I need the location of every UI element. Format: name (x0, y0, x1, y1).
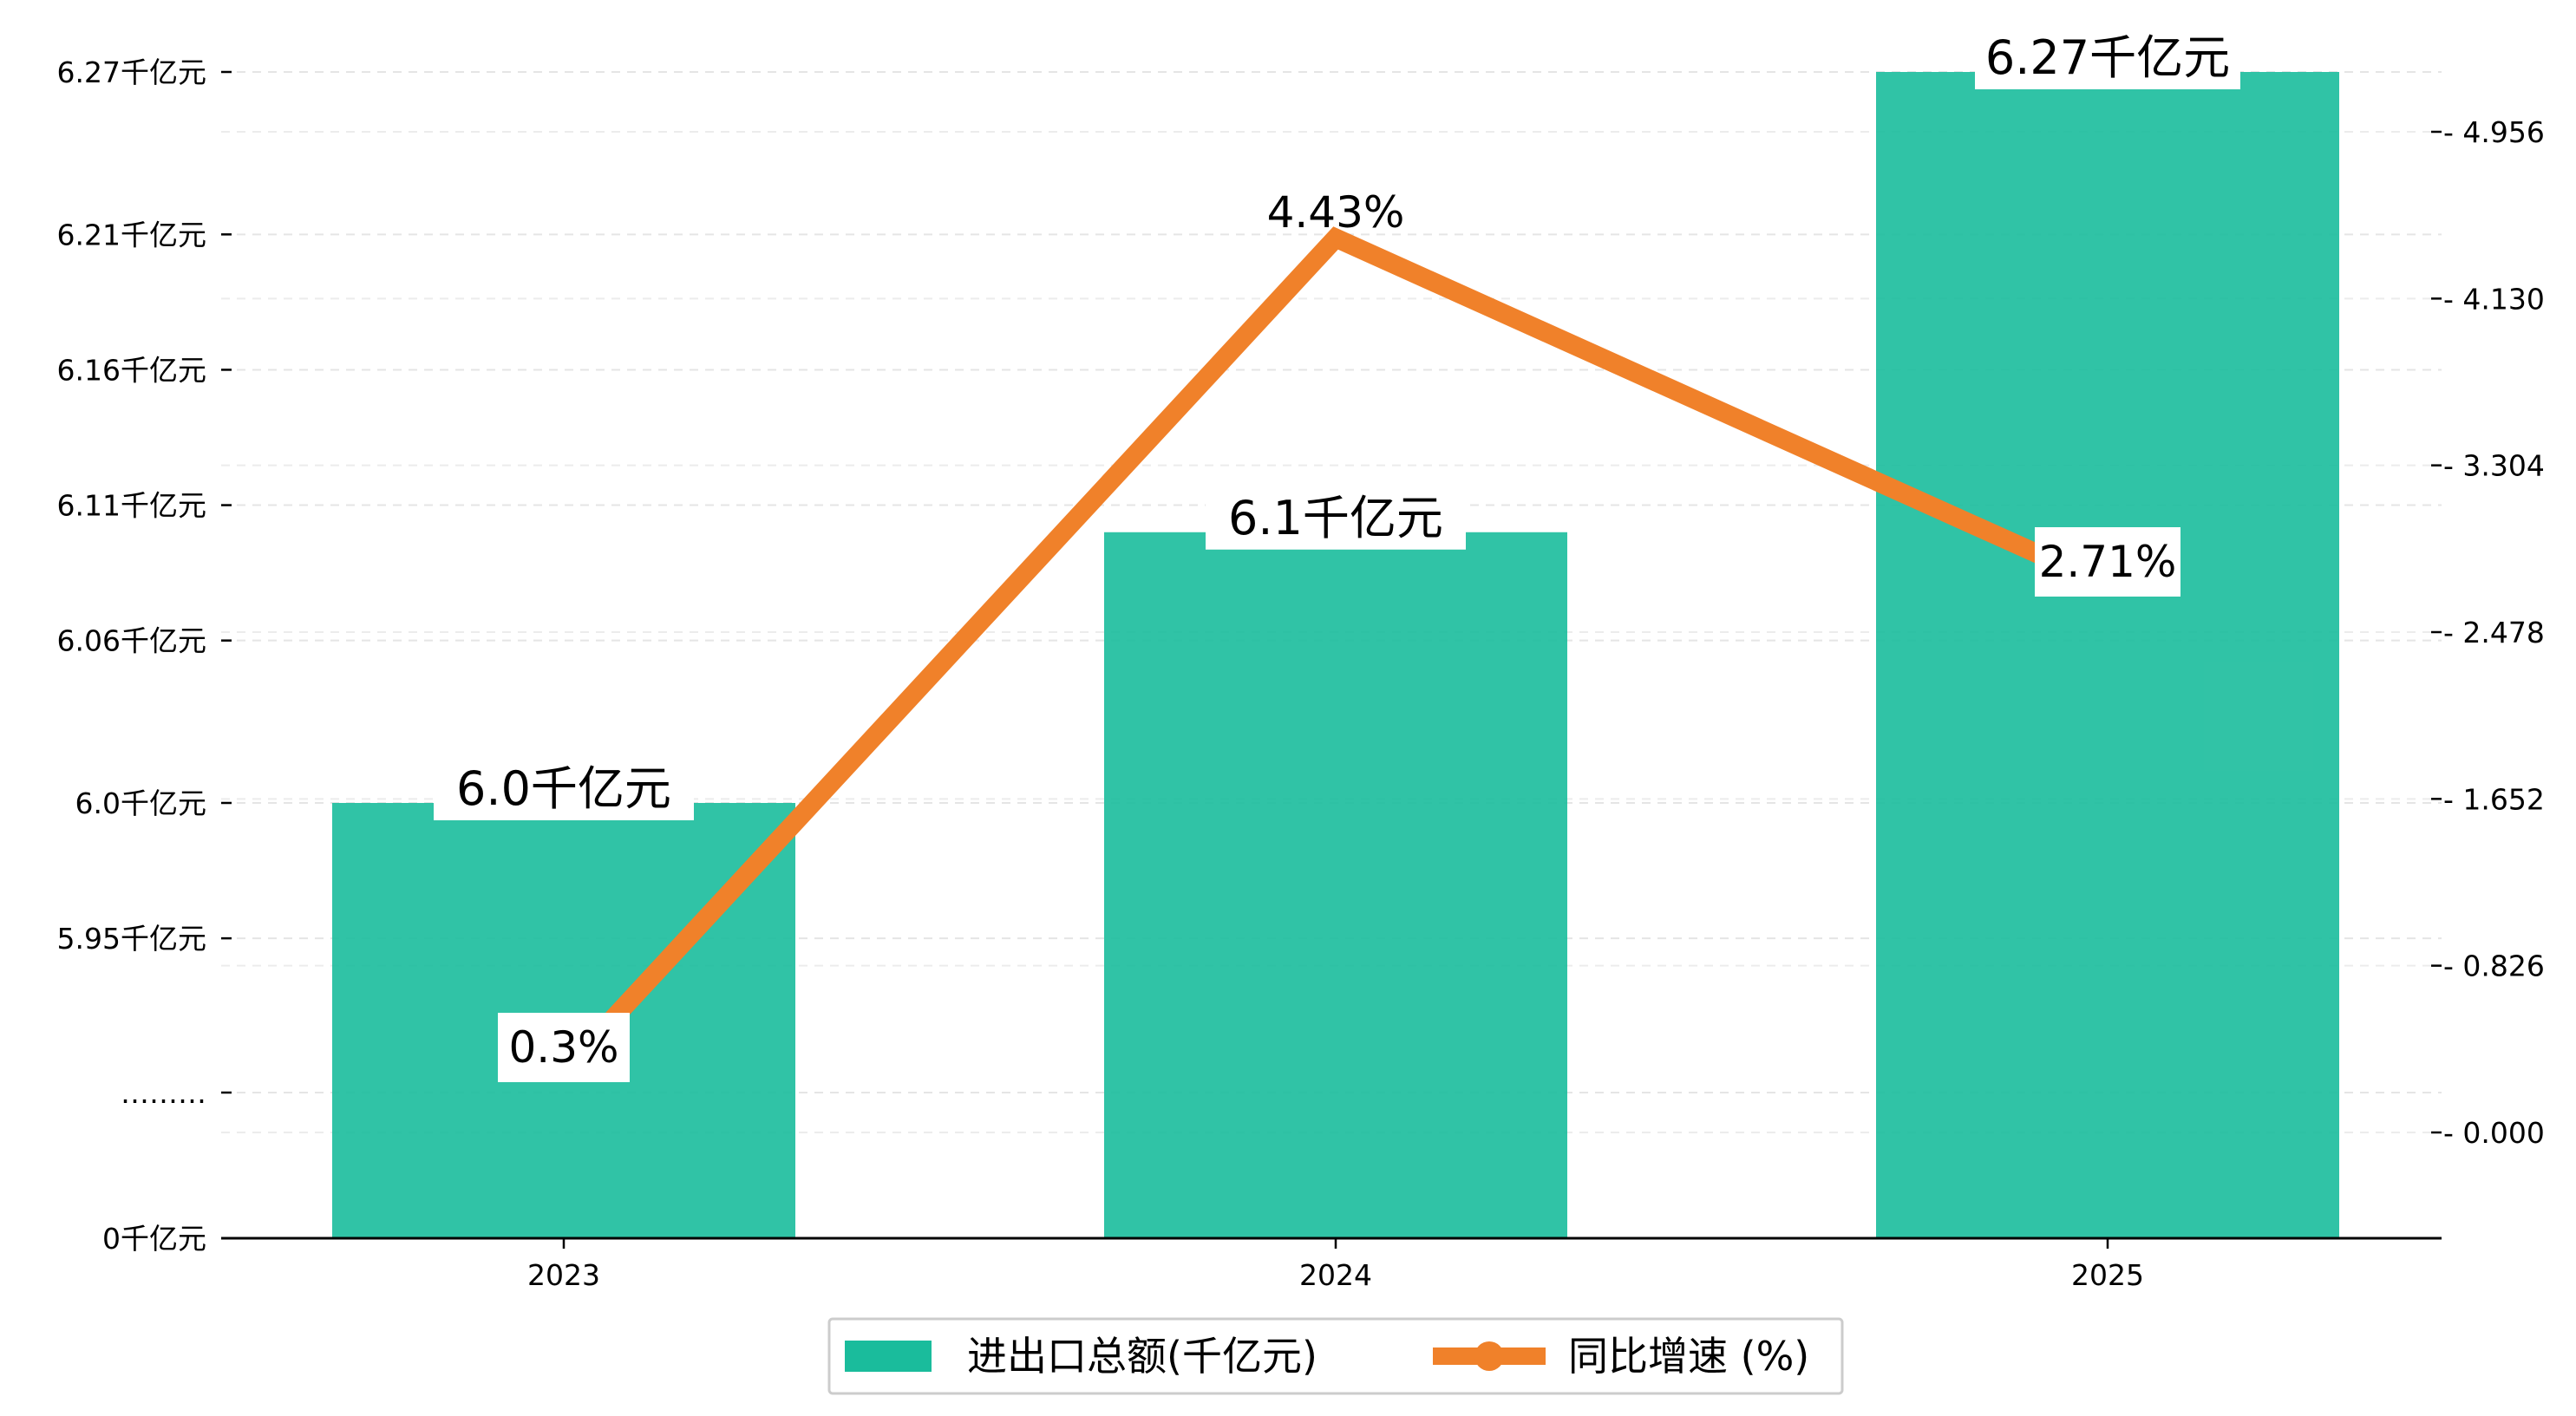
right-tick-label: - 0.826 (2443, 949, 2545, 983)
x-tick-label: 2023 (527, 1258, 600, 1292)
right-tick-label: - 0.000 (2443, 1116, 2545, 1150)
growth-point-2024 (1329, 231, 1343, 245)
bar-label-box (1206, 488, 1466, 550)
right-tick-label: - 2.478 (2443, 616, 2545, 649)
x-tick-label: 2025 (2071, 1258, 2144, 1292)
line-value-label: 2.71% (2039, 537, 2177, 587)
bar-value-label: 6.0千亿元 (456, 761, 671, 816)
left-tick-label: 6.0千亿元 (75, 786, 206, 820)
line-value-label: 4.43% (1267, 187, 1405, 238)
legend-box (827, 1317, 1844, 1395)
right-tick-label: - 3.304 (2443, 449, 2545, 483)
line-label-box (498, 1013, 630, 1082)
legend-label-line: 同比增速 (%) (1568, 1333, 1809, 1380)
bar-value-label: 6.27千亿元 (1985, 30, 2230, 85)
bar-2024 (1104, 532, 1567, 1238)
bar-value-label: 6.1千亿元 (1228, 491, 1443, 545)
left-tick-label: 6.16千亿元 (57, 353, 206, 387)
legend: 进出口总额(千亿元) 同比增速 (%) (827, 1317, 1844, 1395)
data-labels: 6.0千亿元 6.1千亿元 6.27千亿元 0.3% 4.43% 2.71% (434, 29, 2240, 1082)
left-tick-label: 5.95千亿元 (57, 922, 206, 956)
right-tick-label: - 4.956 (2443, 115, 2545, 149)
right-tick-label: - 4.130 (2443, 282, 2545, 316)
left-tick-label: 0千亿元 (102, 1222, 206, 1256)
left-tick-label: 6.11千亿元 (57, 489, 206, 523)
left-tick-label: 6.27千亿元 (57, 55, 206, 89)
left-tick-label: 6.21千亿元 (57, 218, 206, 251)
left-tick-label: ……… (121, 1076, 206, 1110)
bar-2025 (1876, 72, 2339, 1238)
bar-label-box (434, 760, 694, 820)
legend-swatch-bar (845, 1341, 932, 1372)
bar-series (332, 72, 2339, 1238)
legend-swatch-marker (1474, 1341, 1504, 1371)
line-value-label: 0.3% (508, 1022, 618, 1073)
axes: 0千亿元 ……… 5.95千亿元 6.0千亿元 6.06千亿元 6.11千亿元 6.16千亿… (57, 55, 2545, 1292)
line-label-box (2035, 527, 2180, 597)
bar-label-box (1975, 29, 2240, 89)
left-tick-label: 6.06千亿元 (57, 624, 206, 658)
x-tick-label: 2024 (1299, 1258, 1372, 1292)
legend-label-bar: 进出口总额(千亿元) (967, 1333, 1317, 1380)
right-tick-label: - 1.652 (2443, 782, 2545, 816)
